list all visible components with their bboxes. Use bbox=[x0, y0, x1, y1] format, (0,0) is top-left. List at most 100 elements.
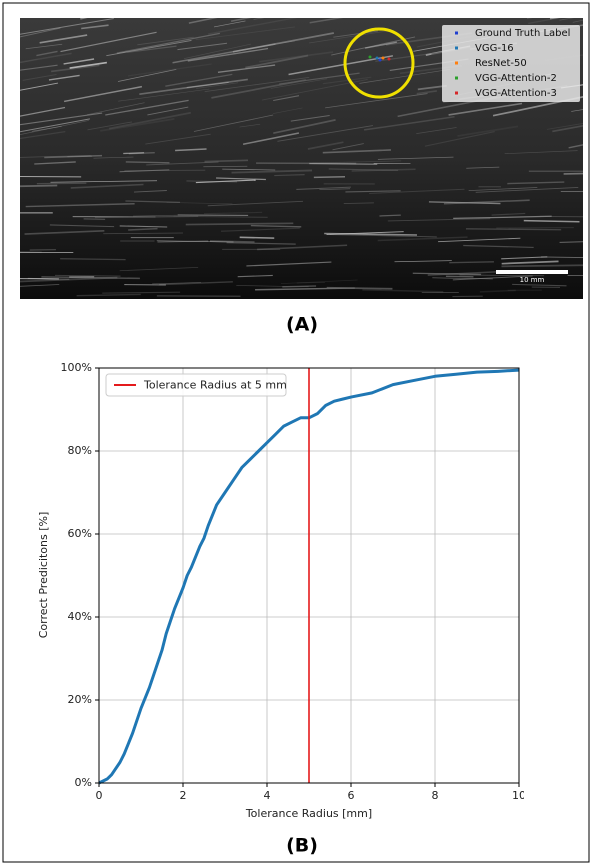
axes-frame bbox=[98, 367, 520, 784]
texture bbox=[237, 274, 273, 278]
texture bbox=[463, 244, 534, 248]
texture bbox=[81, 24, 109, 30]
legend-marker bbox=[455, 76, 458, 80]
texture bbox=[394, 260, 452, 263]
texture bbox=[147, 106, 189, 116]
texture bbox=[20, 277, 59, 280]
texture bbox=[475, 187, 579, 193]
texture bbox=[452, 275, 533, 281]
texture bbox=[60, 31, 157, 53]
texture bbox=[152, 282, 202, 285]
texture bbox=[20, 131, 66, 140]
texture bbox=[36, 50, 58, 57]
texture bbox=[87, 121, 133, 131]
texture bbox=[259, 51, 334, 63]
texture bbox=[25, 43, 63, 50]
texture bbox=[67, 155, 93, 158]
texture bbox=[428, 201, 501, 205]
texture bbox=[507, 181, 565, 185]
texture bbox=[245, 54, 309, 69]
texture bbox=[329, 234, 437, 238]
texture bbox=[250, 224, 302, 228]
texture bbox=[322, 149, 391, 154]
texture bbox=[377, 156, 454, 160]
texture bbox=[526, 18, 533, 19]
legend-label: ResNet-50 bbox=[475, 58, 527, 69]
texture bbox=[125, 161, 170, 164]
texture bbox=[117, 69, 177, 82]
texture bbox=[172, 43, 276, 64]
texture bbox=[273, 95, 300, 102]
texture bbox=[549, 18, 560, 20]
texture bbox=[128, 227, 158, 231]
texture bbox=[106, 39, 192, 57]
highlight-circle bbox=[343, 27, 415, 99]
prediction-dot bbox=[387, 57, 391, 61]
texture bbox=[221, 227, 300, 232]
texture bbox=[217, 64, 276, 73]
texture bbox=[203, 211, 263, 215]
texture bbox=[222, 168, 276, 171]
texture bbox=[123, 152, 145, 155]
texture bbox=[226, 242, 296, 245]
texture bbox=[185, 222, 294, 226]
texture bbox=[417, 84, 447, 91]
texture bbox=[523, 219, 580, 223]
texture bbox=[296, 186, 351, 190]
texture bbox=[309, 18, 344, 24]
texture bbox=[468, 187, 538, 192]
legend-marker bbox=[455, 91, 458, 95]
texture bbox=[312, 160, 402, 164]
texture bbox=[165, 73, 233, 87]
prediction-dot bbox=[378, 58, 382, 62]
texture bbox=[412, 272, 482, 276]
x-tick-label: 6 bbox=[348, 789, 355, 802]
y-tick-label: 100% bbox=[61, 361, 92, 374]
texture bbox=[416, 90, 437, 95]
texture bbox=[186, 81, 229, 89]
texture bbox=[127, 45, 177, 53]
texture bbox=[552, 124, 583, 133]
texture bbox=[20, 284, 60, 287]
texture bbox=[568, 144, 583, 149]
texture bbox=[459, 274, 545, 277]
texture bbox=[363, 116, 455, 131]
legend-label: Ground Truth Label bbox=[475, 28, 570, 39]
prediction-dot bbox=[381, 56, 385, 60]
texture bbox=[20, 276, 118, 283]
y-axis-label: Correct Predicitons [%] bbox=[37, 512, 50, 639]
texture bbox=[137, 36, 194, 46]
texture bbox=[448, 102, 523, 116]
y-tick-label: 80% bbox=[68, 444, 92, 457]
texture bbox=[50, 180, 158, 183]
texture bbox=[20, 118, 90, 133]
texture bbox=[209, 240, 255, 243]
texture bbox=[364, 41, 398, 49]
texture bbox=[559, 241, 583, 243]
texture bbox=[124, 169, 206, 172]
x-tick-label: 0 bbox=[96, 789, 103, 802]
texture bbox=[512, 283, 567, 287]
texture bbox=[69, 61, 107, 69]
x-tick-label: 4 bbox=[264, 789, 271, 802]
texture bbox=[105, 99, 189, 116]
texture bbox=[377, 236, 468, 242]
texture bbox=[173, 215, 268, 218]
data-line bbox=[98, 368, 520, 785]
texture bbox=[20, 52, 72, 64]
texture bbox=[236, 285, 309, 288]
texture bbox=[491, 212, 526, 216]
texture bbox=[20, 64, 58, 71]
texture bbox=[541, 256, 583, 259]
panel-label: (B) bbox=[286, 835, 318, 857]
texture bbox=[186, 180, 238, 183]
texture bbox=[239, 123, 261, 128]
texture bbox=[309, 162, 378, 165]
texture bbox=[270, 78, 328, 89]
texture bbox=[193, 114, 274, 132]
texture bbox=[175, 148, 207, 152]
texture bbox=[296, 282, 325, 284]
panel-label: (A) bbox=[286, 314, 318, 336]
texture bbox=[139, 78, 248, 95]
texture bbox=[369, 188, 465, 194]
